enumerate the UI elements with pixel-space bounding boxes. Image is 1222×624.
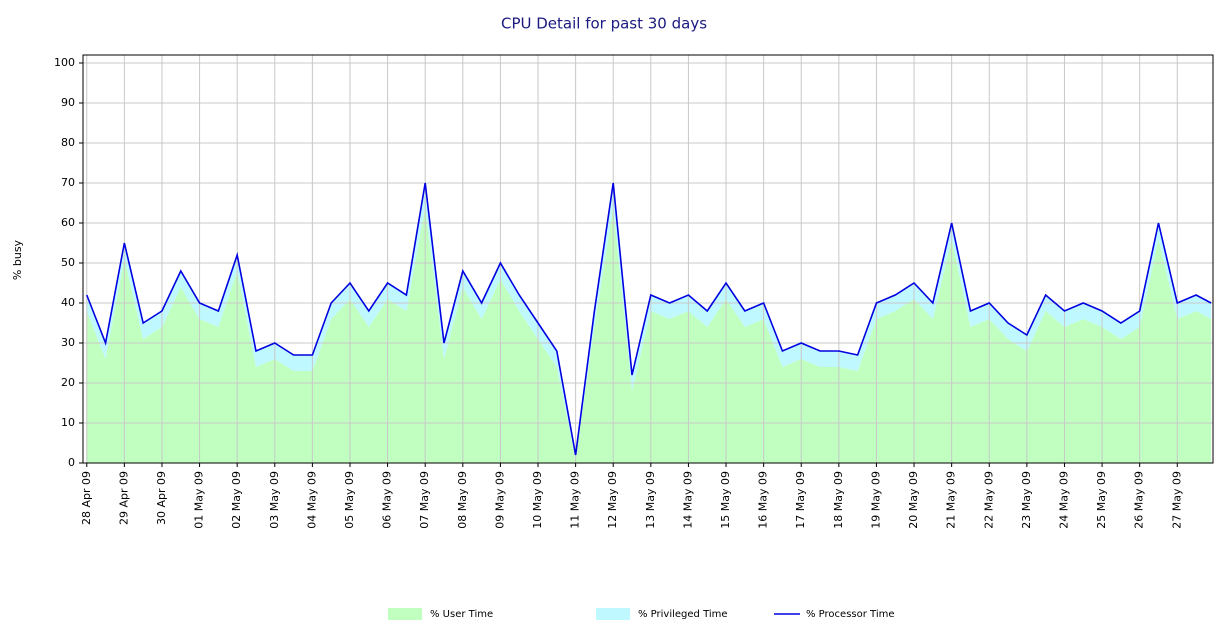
y-tick-label: 90 [61, 96, 75, 109]
x-tick-label: 26 May 09 [1133, 471, 1146, 529]
x-tick-label: 08 May 09 [456, 471, 469, 529]
x-tick-label: 18 May 09 [832, 471, 845, 529]
line [86, 182, 1212, 456]
legend-label: % Processor Time [806, 609, 895, 620]
x-tick-label: 27 May 09 [1170, 471, 1183, 529]
x-tick-label: 21 May 09 [945, 471, 958, 529]
x-tick-label: 05 May 09 [343, 471, 356, 529]
x-tick-label: 28 Apr 09 [80, 471, 93, 525]
chart-title: CPU Detail for past 30 days [501, 15, 707, 33]
x-tick-label: 13 May 09 [644, 471, 657, 529]
y-tick-label: 40 [61, 296, 75, 309]
x-tick-label: 25 May 09 [1095, 471, 1108, 529]
x-tick-label: 29 Apr 09 [117, 471, 130, 525]
x-tick-label: 06 May 09 [381, 471, 394, 529]
legend-label: % User Time [430, 609, 493, 620]
y-tick-label: 50 [61, 256, 75, 269]
y-tick-label: 60 [61, 216, 75, 229]
legend-swatch [388, 608, 422, 620]
y-tick-label: 80 [61, 136, 75, 149]
x-tick-label: 14 May 09 [681, 471, 694, 529]
y-tick-label: 10 [61, 416, 75, 429]
legend-swatch [596, 608, 630, 620]
y-tick-label: 30 [61, 336, 75, 349]
x-tick-label: 24 May 09 [1057, 471, 1070, 529]
x-tick-label: 22 May 09 [982, 471, 995, 529]
x-tick-label: 07 May 09 [418, 471, 431, 529]
x-tick-label: 04 May 09 [305, 471, 318, 529]
x-tick-label: 09 May 09 [493, 471, 506, 529]
y-tick-label: 70 [61, 176, 75, 189]
x-tick-label: 20 May 09 [907, 471, 920, 529]
x-tick-label: 02 May 09 [230, 471, 243, 529]
area [86, 207, 1212, 463]
legend-label: % Privileged Time [638, 609, 728, 620]
x-tick-label: 03 May 09 [268, 471, 281, 529]
x-tick-label: 11 May 09 [569, 471, 582, 529]
y-tick-label: 100 [54, 56, 75, 69]
x-tick-label: 16 May 09 [757, 471, 770, 529]
y-tick-label: 20 [61, 376, 75, 389]
x-tick-label: 17 May 09 [794, 471, 807, 529]
y-tick-label: 0 [68, 456, 75, 469]
x-tick-label: 23 May 09 [1020, 471, 1033, 529]
x-tick-label: 30 Apr 09 [155, 471, 168, 525]
y-axis-label: % busy [11, 239, 24, 280]
x-tick-label: 01 May 09 [193, 471, 206, 529]
x-tick-label: 12 May 09 [606, 471, 619, 529]
plot-border [82, 54, 1214, 464]
x-tick-label: 10 May 09 [531, 471, 544, 529]
x-tick-label: 19 May 09 [869, 471, 882, 529]
x-tick-label: 15 May 09 [719, 471, 732, 529]
